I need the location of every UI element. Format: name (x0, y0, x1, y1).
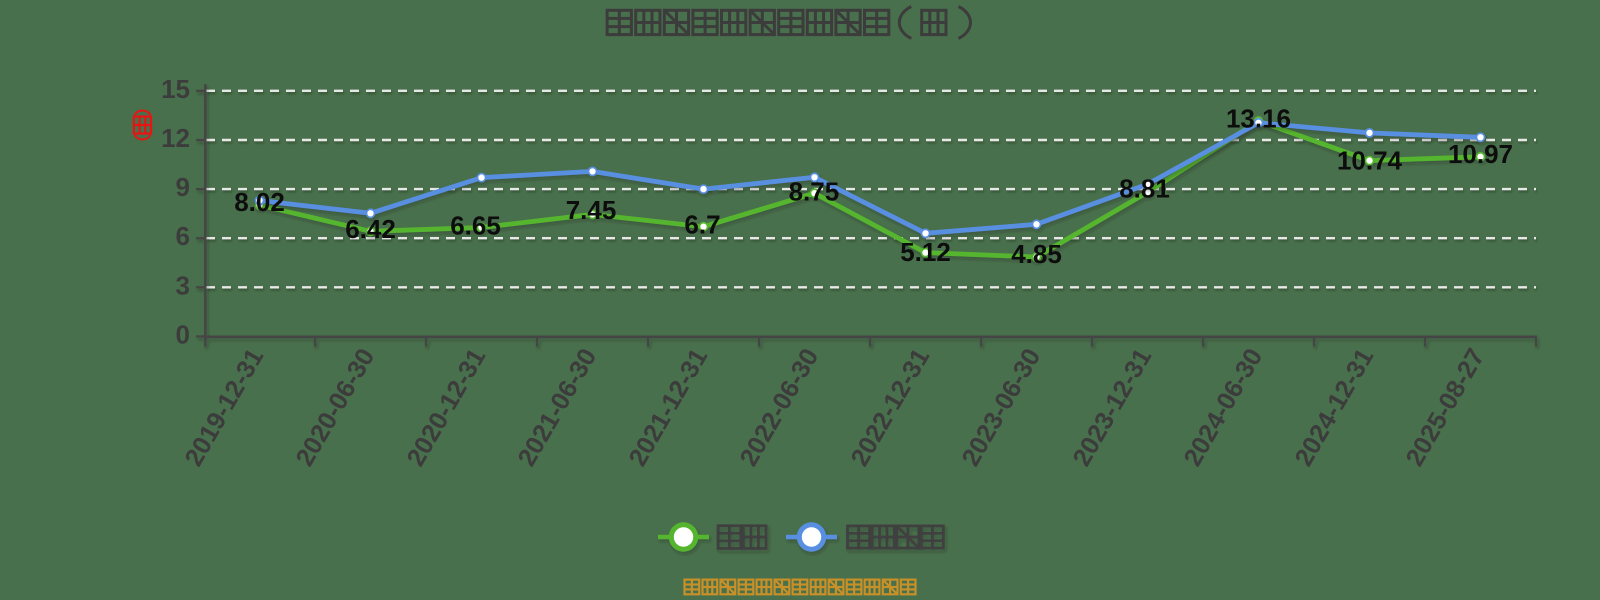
svg-text:6.42: 6.42 (345, 214, 396, 244)
svg-text:10.74: 10.74 (1337, 145, 1403, 175)
svg-text:7.45: 7.45 (566, 195, 617, 225)
svg-text:10.97: 10.97 (1448, 139, 1513, 169)
svg-text:8.75: 8.75 (789, 177, 840, 207)
svg-text:6.7: 6.7 (684, 210, 720, 240)
svg-text:4.85: 4.85 (1011, 239, 1062, 269)
svg-text:9: 9 (176, 172, 190, 202)
svg-text:15: 15 (161, 74, 190, 104)
svg-text:8.81: 8.81 (1119, 174, 1170, 204)
svg-text:6: 6 (176, 221, 190, 251)
svg-text:0: 0 (176, 319, 190, 349)
svg-text:6.65: 6.65 (450, 210, 501, 240)
svg-text:8.02: 8.02 (234, 187, 285, 217)
svg-text:5.12: 5.12 (900, 237, 951, 267)
svg-text:12: 12 (161, 123, 190, 153)
svg-text:3: 3 (176, 270, 190, 300)
svg-text:13.16: 13.16 (1226, 103, 1291, 133)
